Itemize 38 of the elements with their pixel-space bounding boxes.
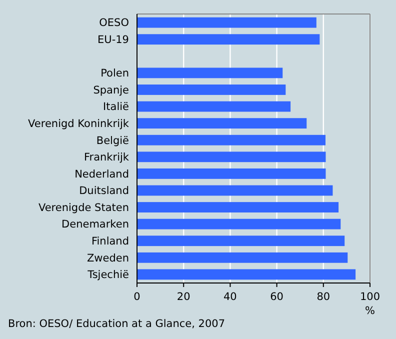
- bar: [137, 17, 316, 28]
- bar: [137, 218, 341, 230]
- y-tick-label: Frankrijk: [84, 152, 130, 164]
- bar: [137, 68, 283, 78]
- x-tick-label: 0: [134, 291, 140, 303]
- y-tick-label: Duitsland: [79, 185, 129, 198]
- y-tick-label: Verenigd Koninkrijk: [28, 118, 130, 130]
- bar: [137, 34, 320, 45]
- y-tick-label: Finland: [91, 236, 129, 248]
- text: Bron: OESO/ Education at a Glance, 2007: [8, 318, 225, 330]
- y-tick-label: Spanje: [93, 84, 129, 96]
- y-tick-label: Nederland: [74, 168, 129, 180]
- bar: [137, 185, 333, 196]
- bar: [137, 202, 339, 212]
- y-tick-label: België: [96, 134, 129, 147]
- bar: [137, 152, 326, 162]
- x-tick-label: 100: [360, 291, 380, 303]
- y-tick-label: Italië: [103, 101, 129, 114]
- bar: [137, 101, 291, 112]
- y-tick-label: Polen: [100, 68, 129, 80]
- bar: [137, 84, 286, 95]
- bar: [137, 168, 326, 179]
- y-tick-label: Verenigde Staten: [38, 202, 129, 214]
- y-tick-label: OESO: [99, 17, 129, 30]
- x-tick-label: 60: [270, 291, 284, 303]
- bar: [137, 118, 307, 129]
- x-tick-label: 40: [224, 291, 237, 303]
- bar: [137, 236, 345, 246]
- y-tick-label: Denemarken: [62, 218, 129, 231]
- x-tick-label: 20: [176, 291, 190, 303]
- y-tick-label: Zweden: [86, 252, 129, 264]
- x-axis-title: %: [365, 305, 376, 317]
- bar: [137, 269, 356, 280]
- bar: [137, 134, 326, 146]
- x-tick-label: 80: [316, 291, 330, 303]
- y-tick-label: Tsjechië: [86, 269, 129, 282]
- y-tick-label: EU-19: [98, 34, 129, 46]
- bar: [137, 252, 348, 263]
